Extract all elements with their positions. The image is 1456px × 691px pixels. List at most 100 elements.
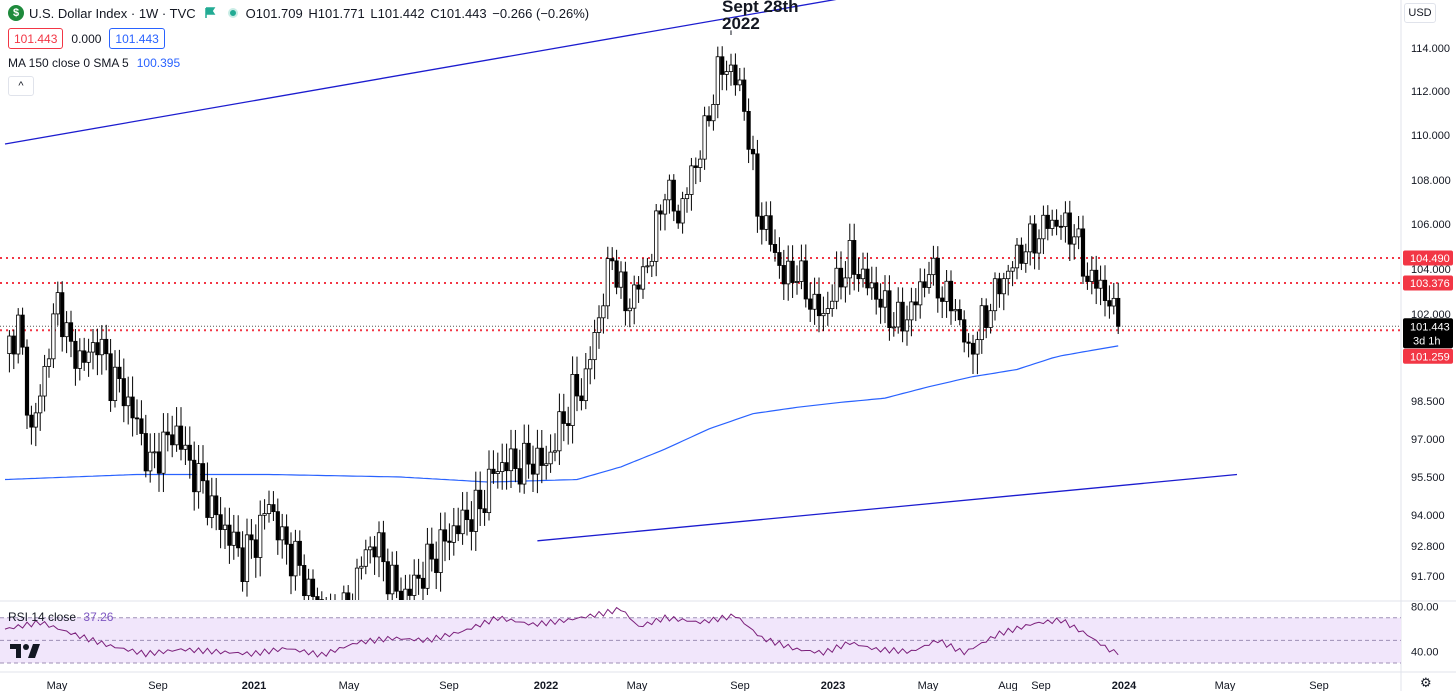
candle	[742, 79, 747, 112]
dollar-logo-icon: $	[8, 5, 24, 21]
candle	[121, 378, 126, 407]
candle	[231, 531, 236, 546]
candle	[957, 309, 962, 321]
candle	[574, 374, 580, 397]
candle	[117, 366, 122, 379]
candle	[148, 451, 153, 472]
upper-channel-line	[4, 0, 837, 145]
candle	[390, 564, 395, 595]
candle	[517, 468, 522, 485]
candle	[812, 293, 817, 310]
candle	[491, 468, 496, 474]
x-tick-label: Aug	[998, 680, 1018, 691]
level-3-tag-bg	[1403, 348, 1453, 364]
candle	[244, 534, 250, 582]
candle	[755, 153, 760, 217]
candle	[126, 396, 131, 407]
candle	[1041, 214, 1046, 240]
ma-legend[interactable]: MA 150 close 0 SMA 5 100.395	[8, 56, 180, 70]
candle	[104, 338, 109, 355]
candle	[205, 480, 210, 518]
x-tick-label: May	[339, 680, 360, 691]
candle	[693, 165, 698, 168]
candle	[495, 471, 500, 474]
candle	[1063, 212, 1068, 228]
candle	[1102, 279, 1108, 301]
candle	[11, 335, 16, 355]
tradingview-logo-icon[interactable]	[10, 642, 40, 660]
candle	[112, 366, 118, 402]
candle	[900, 301, 905, 332]
y-tick-label: 98.500	[1411, 396, 1445, 408]
candle	[997, 278, 1002, 295]
candle	[90, 342, 96, 353]
rsi-legend[interactable]: RSI 14 close 37.26	[8, 610, 113, 624]
candle	[1116, 297, 1121, 327]
candle	[649, 260, 654, 267]
collapse-legend-button[interactable]: ^	[8, 76, 34, 96]
candle	[1045, 214, 1050, 229]
candle	[874, 282, 879, 300]
candle	[266, 504, 272, 514]
candle	[442, 529, 448, 542]
candle	[698, 158, 703, 168]
flag-icon[interactable]	[204, 7, 216, 19]
candle	[451, 525, 456, 543]
candle	[640, 266, 646, 290]
candle	[416, 574, 421, 579]
level-2-tag: 103.376	[1410, 278, 1450, 290]
candle	[922, 281, 927, 288]
candle	[618, 271, 624, 288]
candle	[86, 351, 91, 363]
candle	[500, 462, 505, 473]
candle	[988, 310, 993, 328]
candle	[1067, 212, 1072, 245]
candle	[948, 280, 954, 312]
chart-annotation[interactable]: Sept 28th 2022	[722, 0, 799, 32]
candle	[288, 543, 294, 577]
candle	[403, 588, 408, 600]
candle	[882, 290, 888, 308]
candle	[310, 578, 316, 597]
x-tick-label: 2024	[1112, 680, 1137, 691]
candle	[702, 115, 707, 160]
candle	[249, 534, 254, 541]
level-2-tag-bg	[1403, 275, 1453, 291]
candle	[1111, 297, 1116, 307]
candle	[913, 301, 918, 306]
candle	[513, 448, 518, 469]
candle	[909, 301, 914, 321]
candle	[372, 546, 377, 558]
candle	[821, 313, 826, 317]
candle	[852, 240, 857, 275]
candle	[297, 540, 302, 566]
y-tick-label: 110.000	[1411, 130, 1450, 142]
candle	[271, 504, 276, 513]
gear-icon[interactable]: ⚙	[1420, 675, 1432, 690]
candle	[46, 358, 52, 367]
candle	[1089, 269, 1094, 282]
candle	[962, 319, 967, 343]
candle	[570, 374, 575, 426]
candle	[1023, 251, 1028, 264]
sell-price-button[interactable]: 101.443	[8, 28, 64, 49]
annotation-line-1: Sept 28th	[722, 0, 799, 16]
buy-price-button[interactable]: 101.443	[109, 28, 165, 49]
candle	[187, 444, 192, 461]
candle	[557, 411, 562, 452]
candle	[227, 524, 232, 546]
candle	[429, 543, 434, 560]
candle	[385, 561, 390, 595]
candle	[183, 444, 188, 450]
candle	[420, 577, 426, 589]
candle	[552, 450, 558, 453]
candle	[623, 271, 628, 312]
candle	[601, 305, 606, 319]
candle	[95, 342, 100, 356]
spread-value: 0.000	[71, 31, 102, 46]
candle	[825, 308, 830, 314]
currency-button[interactable]: USD	[1404, 3, 1436, 23]
candle	[1098, 279, 1103, 289]
symbol-title[interactable]: U.S. Dollar Index · 1W · TVC	[29, 5, 196, 21]
